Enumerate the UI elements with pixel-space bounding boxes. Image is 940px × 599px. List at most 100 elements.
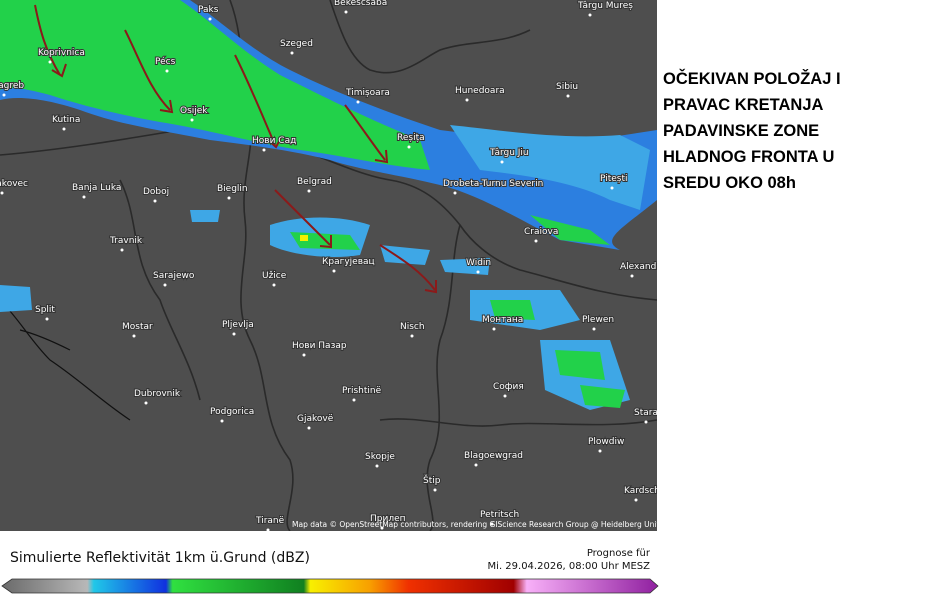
city-dot <box>500 160 504 164</box>
precip-area <box>450 125 650 210</box>
city-label: Нови Пазар <box>292 341 347 351</box>
city-label: Alexandria <box>620 262 657 272</box>
legend-datetime: Mi. 29.04.2026, 08:00 Uhr MESZ <box>487 561 650 572</box>
city-dot <box>165 69 169 73</box>
city-dot <box>272 283 276 287</box>
city-dot <box>503 394 507 398</box>
precipitation <box>0 0 657 410</box>
city-dot <box>307 189 311 193</box>
city-label: Doboj <box>143 187 169 197</box>
city-dot <box>220 419 224 423</box>
city-dot <box>352 398 356 402</box>
city-label: Belgrad <box>297 177 332 187</box>
annotation-line: SREDU OKO 08h <box>663 174 796 192</box>
precip-area <box>490 300 625 408</box>
city-dot <box>476 270 480 274</box>
city-label: Timișoara <box>345 88 390 98</box>
city-label: Târgu Mureș <box>577 1 633 11</box>
city-dot <box>262 148 266 152</box>
city-label: Koprivnica <box>38 48 85 58</box>
city-label: Zagreb <box>0 81 24 91</box>
city-dot <box>266 528 270 531</box>
city-dot <box>356 100 360 104</box>
arrows <box>34 4 437 294</box>
annotation-line: OČEKIVAN POLOŽAJ I <box>663 70 841 88</box>
annotation-line: PADAVINSKE ZONE <box>663 122 820 140</box>
city-label: Pitești <box>600 174 628 184</box>
city-label: Sibiu <box>556 82 578 92</box>
city-label: Craiova <box>524 227 558 237</box>
city-dot <box>307 426 311 430</box>
city-dot <box>132 334 136 338</box>
city-label: Kutina <box>52 115 80 125</box>
city-label: София <box>493 382 524 392</box>
city-label: Pécs <box>155 56 176 67</box>
city-label: Plowdiw <box>588 437 624 447</box>
city-dot <box>0 191 4 195</box>
city-dot <box>610 186 614 190</box>
city-dot <box>153 199 157 203</box>
city-dot <box>302 353 306 357</box>
city-label: Dubrovnik <box>134 389 181 399</box>
city-dot <box>410 334 414 338</box>
city-dot <box>375 464 379 468</box>
city-label: Travnik <box>109 236 143 246</box>
city-label: Bieglin <box>217 184 248 194</box>
city-dot <box>227 196 231 200</box>
precip-area <box>0 0 430 170</box>
city-label: Stara Sagora <box>634 408 657 418</box>
city-dot <box>453 191 457 195</box>
coastline <box>0 299 131 421</box>
city-dot <box>592 327 596 331</box>
city-dot <box>62 127 66 131</box>
city-dot <box>474 463 478 467</box>
city-dot <box>380 526 384 530</box>
city-label: Szeged <box>280 39 313 49</box>
city-dot <box>490 522 494 526</box>
city-label: Paks <box>198 5 219 15</box>
city-label: Reșița <box>397 133 425 143</box>
city-dot <box>465 98 469 102</box>
city-label: Târgu Jiu <box>489 148 529 158</box>
city-label: Užice <box>262 271 287 281</box>
city-dot <box>433 488 437 492</box>
city-label: Petritsch <box>480 510 519 520</box>
city-dot <box>82 195 86 199</box>
city-dot <box>588 13 592 17</box>
city-dot <box>634 498 638 502</box>
legend-title: Simulierte Reflektivität 1km ü.Grund (dB… <box>10 550 310 566</box>
city-label: Mostar <box>122 322 153 332</box>
city-label: Монтана <box>482 315 523 325</box>
city-label: Kardschali <box>624 486 657 496</box>
city-dot <box>45 317 49 321</box>
city-label: Čakovec <box>0 177 28 189</box>
city-dot <box>290 51 294 55</box>
precip-area <box>470 290 630 410</box>
city-label: Nisch <box>400 322 425 332</box>
map: Paks Bekescsaba Târgu Mureș Koprivnica P… <box>0 0 657 531</box>
city-label: Крагујевац <box>322 257 375 267</box>
precip-area <box>0 210 220 312</box>
precip-area <box>380 245 490 275</box>
city-dot <box>208 17 212 21</box>
city-dot <box>2 93 6 97</box>
color-scale <box>1 578 659 594</box>
city-dot <box>407 145 411 149</box>
city-label: Podgorica <box>210 407 254 417</box>
annotation: OČEKIVAN POLOŽAJ I PRAVAC KRETANJA PADAV… <box>663 66 841 196</box>
city-label: Нови Сад <box>252 136 296 146</box>
city-label: Gjakovë <box>297 414 334 424</box>
annotation-line: PRAVAC KRETANJA <box>663 96 824 114</box>
city-dot <box>144 401 148 405</box>
city-dot <box>492 327 496 331</box>
city-dot <box>163 283 167 287</box>
city-label: Banja Luka <box>72 183 121 193</box>
legend-prognose: Prognose für <box>586 548 650 559</box>
city-dot <box>566 94 570 98</box>
city-label: Plewen <box>582 315 614 325</box>
color-bar <box>1 578 659 594</box>
annotation-line: HLADNOG FRONTA U <box>663 148 835 166</box>
city-label: Skopje <box>365 452 395 462</box>
city-dot <box>332 269 336 273</box>
